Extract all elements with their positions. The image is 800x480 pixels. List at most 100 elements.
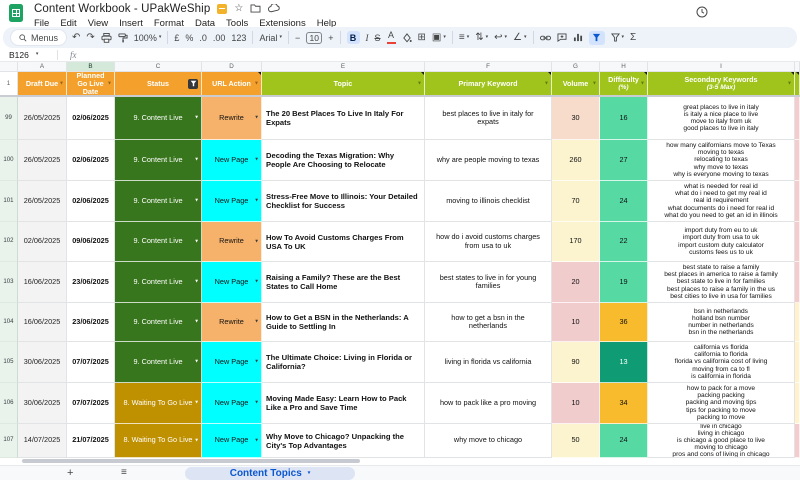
star-icon[interactable]: ☆	[234, 2, 244, 14]
bold-button[interactable]: B	[346, 31, 360, 44]
column-letter-I[interactable]: I	[648, 62, 795, 72]
scrollbar-thumb[interactable]	[22, 459, 360, 463]
cell-primary-keyword[interactable]: best states to live in for young familie…	[425, 262, 552, 303]
column-letter-B[interactable]: B	[67, 62, 115, 72]
fill-color-button[interactable]	[402, 32, 412, 43]
column-letter-D[interactable]: D	[202, 62, 262, 72]
header-primary-keyword[interactable]: Primary Keyword ▼	[425, 72, 552, 95]
header-status[interactable]: Status	[115, 72, 202, 95]
cell-primary-keyword[interactable]: why are people moving to texas	[425, 140, 552, 181]
font-size-input[interactable]: 10	[306, 31, 323, 44]
cell-volume[interactable]: 70	[552, 181, 600, 222]
cell-go-live-date[interactable]: 23/06/2025	[67, 262, 115, 303]
row-number[interactable]: 102	[0, 222, 18, 262]
column-letter-H[interactable]: H	[600, 62, 648, 72]
cell-secondary-keywords[interactable]: great places to live in italy is italy a …	[648, 97, 795, 140]
cell-go-live-date[interactable]: 02/06/2025	[67, 140, 115, 181]
document-title[interactable]: Content Workbook - UPakWeShip	[34, 2, 211, 15]
menu-edit[interactable]: Edit	[60, 17, 77, 29]
cell-topic[interactable]: Raising a Family? These are the Best Sta…	[262, 262, 425, 303]
grid-corner[interactable]	[0, 62, 18, 72]
column-letter-next[interactable]	[795, 62, 800, 72]
column-letter-A[interactable]: A	[18, 62, 67, 72]
row-number[interactable]: 106	[0, 383, 18, 424]
column-letter-F[interactable]: F	[425, 62, 552, 72]
dropdown-caret-icon[interactable]: ▾	[255, 399, 258, 406]
dropdown-caret-icon[interactable]: ▾	[195, 358, 198, 365]
dropdown-caret-icon[interactable]: ▾	[255, 156, 258, 163]
cell-go-live-date[interactable]: 02/06/2025	[67, 181, 115, 222]
menu-tools[interactable]: Tools	[226, 17, 249, 29]
format-percent-button[interactable]: %	[185, 32, 194, 43]
cell-url-action[interactable]: Rewrite ▾	[202, 222, 262, 262]
filter-button-icon[interactable]: ▼	[544, 80, 549, 86]
cell-url-action[interactable]: New Page ▾	[202, 424, 262, 458]
cell-topic[interactable]: Moving Made Easy: Learn How to Pack Like…	[262, 383, 425, 424]
header-draft-due[interactable]: Draft Due ▼	[18, 72, 67, 95]
cell-secondary-keywords[interactable]: bsn in netherlands holland bsn number numb…	[648, 303, 795, 342]
cell-go-live-date[interactable]: 07/07/2025	[67, 383, 115, 424]
cell-status[interactable]: 8. Waiting To Go Live ▾	[115, 424, 202, 458]
filter-button-icon[interactable]: ▼	[417, 80, 422, 86]
merge-cells-button[interactable]: ▣ ▾	[432, 32, 446, 43]
row-number[interactable]: 99	[0, 97, 18, 140]
menu-data[interactable]: Data	[194, 17, 216, 29]
cell-draft-due[interactable]: 30/06/2025	[18, 342, 67, 383]
font-select[interactable]: Arial ▾	[259, 33, 282, 43]
more-formats-button[interactable]: 123	[231, 32, 247, 43]
move-folder-icon[interactable]	[250, 4, 261, 13]
redo-button[interactable]: ↷	[86, 31, 95, 43]
cell-secondary-keywords[interactable]: import duty from eu to uk import duty fro…	[648, 222, 795, 262]
text-rotation-button[interactable]: ∠ ▾	[513, 32, 526, 43]
cell-draft-due[interactable]: 14/07/2025	[18, 424, 67, 458]
undo-button[interactable]: ↶	[72, 31, 81, 43]
cell-primary-keyword[interactable]: best places to live in italy for expats	[425, 97, 552, 140]
cell-secondary-keywords[interactable]: how many californians move to Texas movin…	[648, 140, 795, 181]
cell-volume[interactable]: 10	[552, 383, 600, 424]
cell-difficulty[interactable]: 36	[600, 303, 648, 342]
cell-volume[interactable]: 50	[552, 424, 600, 458]
cell-difficulty[interactable]: 34	[600, 383, 648, 424]
cell-go-live-date[interactable]: 02/06/2025	[67, 97, 115, 140]
cell-go-live-date[interactable]: 07/07/2025	[67, 342, 115, 383]
cell-difficulty[interactable]: 24	[600, 424, 648, 458]
version-history-icon[interactable]	[696, 6, 708, 18]
header-url-action[interactable]: URL Action ▼	[202, 72, 262, 95]
cell-url-action[interactable]: New Page ▾	[202, 181, 262, 222]
row-number[interactable]: 107	[0, 424, 18, 458]
menu-extensions[interactable]: Extensions	[259, 17, 306, 29]
dropdown-caret-icon[interactable]: ▾	[195, 237, 198, 244]
header-secondary-keywords[interactable]: Secondary Keywords (3-5 Max) ▼	[648, 72, 795, 95]
cell-status[interactable]: 9. Content Live ▾	[115, 262, 202, 303]
row-number[interactable]: 101	[0, 181, 18, 222]
cell-status[interactable]: 9. Content Live ▾	[115, 342, 202, 383]
cell-primary-keyword[interactable]: how to pack like a pro moving	[425, 383, 552, 424]
filter-button-icon[interactable]: ▼	[592, 80, 597, 86]
italic-button[interactable]: I	[365, 32, 369, 43]
dropdown-caret-icon[interactable]: ▾	[195, 197, 198, 204]
increase-font-size-button[interactable]: +	[328, 32, 334, 43]
cell-go-live-date[interactable]: 21/07/2025	[67, 424, 115, 458]
dropdown-caret-icon[interactable]: ▾	[195, 156, 198, 163]
cell-volume[interactable]: 260	[552, 140, 600, 181]
add-sheet-button[interactable]: +	[67, 467, 74, 479]
cell-url-action[interactable]: New Page ▾	[202, 342, 262, 383]
dropdown-caret-icon[interactable]: ▾	[255, 114, 258, 121]
column-letter-G[interactable]: G	[552, 62, 600, 72]
cell-difficulty[interactable]: 19	[600, 262, 648, 303]
filter-button-icon[interactable]: ▼	[59, 80, 64, 86]
dropdown-caret-icon[interactable]: ▾	[195, 436, 198, 443]
column-letter-E[interactable]: E	[262, 62, 425, 72]
increase-decimal-button[interactable]: .00	[212, 32, 226, 43]
insert-comment-button[interactable]	[557, 33, 567, 42]
row-number[interactable]: 104	[0, 303, 18, 342]
dropdown-caret-icon[interactable]: ▾	[195, 278, 198, 285]
cell-primary-keyword[interactable]: moving to illinois checklist	[425, 181, 552, 222]
text-wrap-button[interactable]: ↩ ▾	[494, 32, 507, 43]
insert-link-button[interactable]	[539, 34, 551, 42]
dropdown-caret-icon[interactable]: ▾	[255, 197, 258, 204]
cell-url-action[interactable]: New Page ▾	[202, 383, 262, 424]
cell-topic[interactable]: Decoding the Texas Migration: Why People…	[262, 140, 425, 181]
cell-draft-due[interactable]: 26/05/2025	[18, 140, 67, 181]
row-number[interactable]: 105	[0, 342, 18, 383]
